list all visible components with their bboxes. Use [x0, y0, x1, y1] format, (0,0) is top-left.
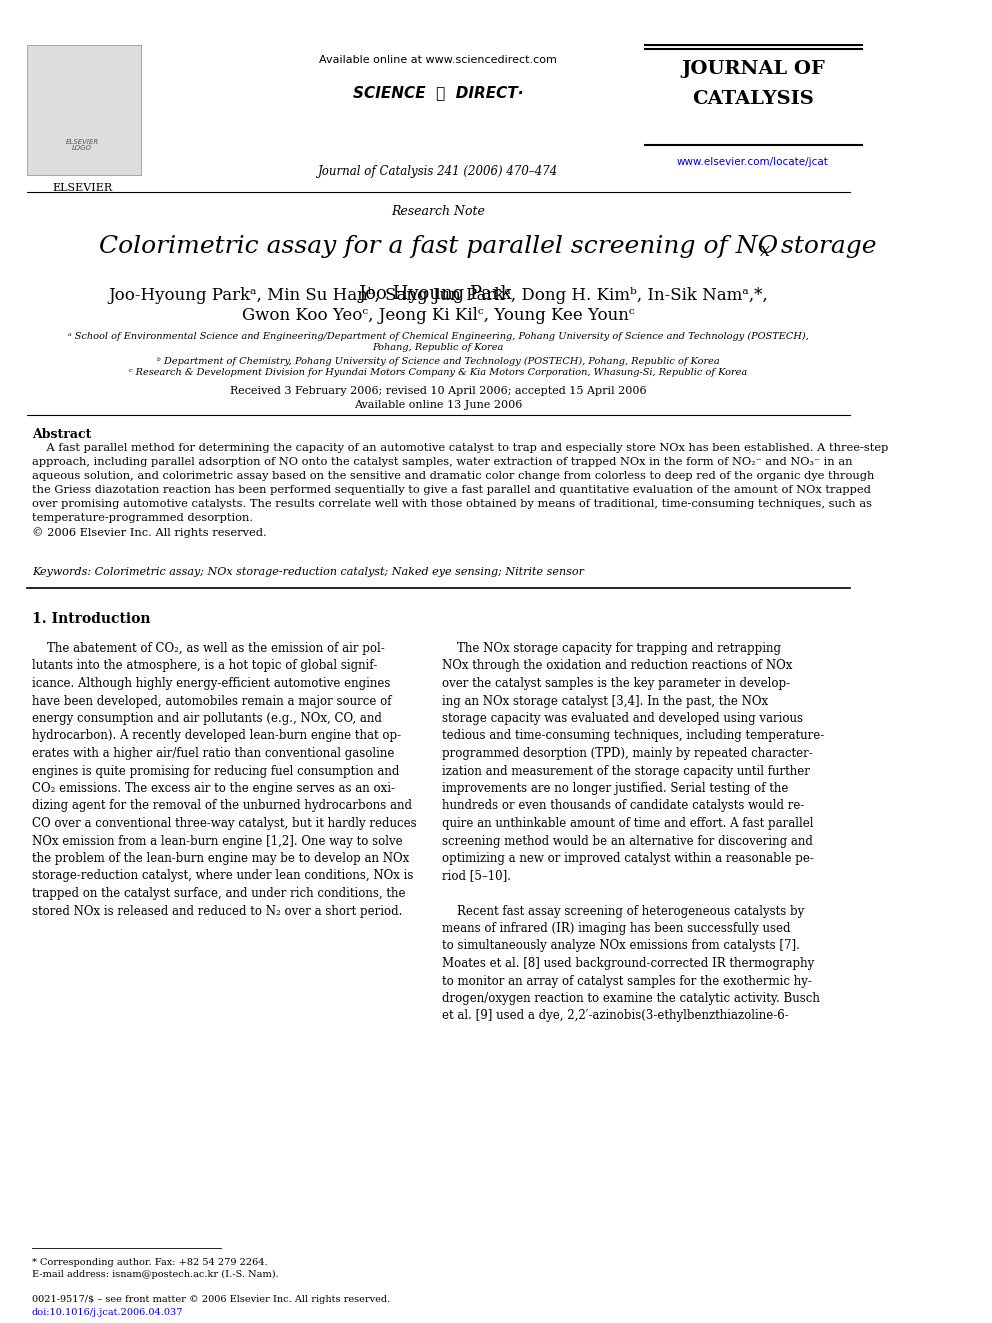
- Text: Colorimetric assay for a fast parallel screening of NO: Colorimetric assay for a fast parallel s…: [98, 235, 778, 258]
- Text: ᶜ Research & Development Division for Hyundai Motors Company & Kia Motors Corpor: ᶜ Research & Development Division for Hy…: [129, 368, 747, 377]
- Text: Available online 13 June 2006: Available online 13 June 2006: [354, 400, 523, 410]
- Text: Research Note: Research Note: [391, 205, 485, 218]
- Text: SCIENCE  ⓐ  DIRECT·: SCIENCE ⓐ DIRECT·: [353, 85, 524, 101]
- Text: E-mail address: isnam@postech.ac.kr (I.-S. Nam).: E-mail address: isnam@postech.ac.kr (I.-…: [32, 1270, 279, 1279]
- Text: x: x: [760, 242, 770, 261]
- Text: Pohang, Republic of Korea: Pohang, Republic of Korea: [373, 343, 504, 352]
- Text: Journal of Catalysis 241 (2006) 470–474: Journal of Catalysis 241 (2006) 470–474: [318, 165, 558, 179]
- Text: Received 3 February 2006; revised 10 April 2006; accepted 15 April 2006: Received 3 February 2006; revised 10 Apr…: [230, 386, 647, 396]
- Text: ᵇ Department of Chemistry, Pohang University of Science and Technology (POSTECH): ᵇ Department of Chemistry, Pohang Univer…: [157, 357, 719, 366]
- Text: Gwon Koo Yeoᶜ, Jeong Ki Kilᶜ, Young Kee Younᶜ: Gwon Koo Yeoᶜ, Jeong Ki Kilᶜ, Young Kee …: [242, 307, 635, 324]
- Text: CATALYSIS: CATALYSIS: [692, 90, 813, 108]
- Text: ELSEVIER: ELSEVIER: [53, 183, 112, 193]
- Text: JOURNAL OF: JOURNAL OF: [681, 60, 824, 78]
- Text: Joo-Hyoung Park: Joo-Hyoung Park: [358, 284, 518, 303]
- Text: Available online at www.sciencedirect.com: Available online at www.sciencedirect.co…: [319, 56, 558, 65]
- Text: * Corresponding author. Fax: +82 54 279 2264.: * Corresponding author. Fax: +82 54 279 …: [32, 1258, 268, 1267]
- Text: Joo-Hyoung Parkᵃ, Min Su Hanᵇ, Sang Jun Parkᵃ, Dong H. Kimᵇ, In-Sik Namᵃ,*,: Joo-Hyoung Parkᵃ, Min Su Hanᵇ, Sang Jun …: [108, 287, 768, 304]
- Text: doi:10.1016/j.jcat.2006.04.037: doi:10.1016/j.jcat.2006.04.037: [32, 1308, 184, 1316]
- FancyBboxPatch shape: [27, 45, 142, 175]
- Text: The NOx storage capacity for trapping and retrapping
NOx through the oxidation a: The NOx storage capacity for trapping an…: [441, 642, 824, 1023]
- Text: ELSEVIER
LOGO: ELSEVIER LOGO: [65, 139, 99, 152]
- Text: Keywords: Colorimetric assay; NOx storage-reduction catalyst; Naked eye sensing;: Keywords: Colorimetric assay; NOx storag…: [32, 568, 584, 577]
- Text: www.elsevier.com/locate/jcat: www.elsevier.com/locate/jcat: [677, 157, 828, 167]
- Text: 0021-9517/$ – see front matter © 2006 Elsevier Inc. All rights reserved.: 0021-9517/$ – see front matter © 2006 El…: [32, 1295, 390, 1304]
- Text: The abatement of CO₂, as well as the emission of air pol-
lutants into the atmos: The abatement of CO₂, as well as the emi…: [32, 642, 417, 917]
- Text: storage: storage: [773, 235, 877, 258]
- Text: ᵃ School of Environmental Science and Engineering/Department of Chemical Enginee: ᵃ School of Environmental Science and En…: [67, 332, 808, 341]
- Text: Abstract: Abstract: [32, 429, 91, 441]
- Text: A fast parallel method for determining the capacity of an automotive catalyst to: A fast parallel method for determining t…: [32, 443, 888, 538]
- Text: 1. Introduction: 1. Introduction: [32, 613, 151, 626]
